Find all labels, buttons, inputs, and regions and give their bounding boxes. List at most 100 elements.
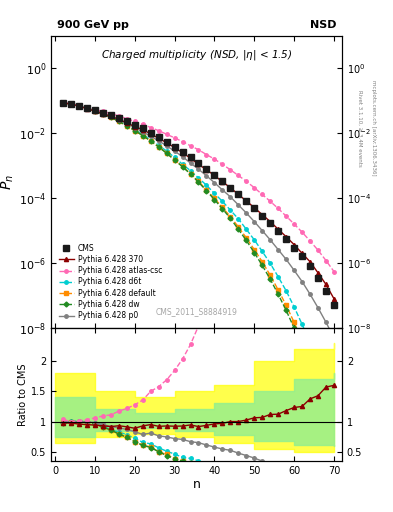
Pythia 6.428 dw [77,102,81,109]
Pythia 6.428 atlas-csc [93,106,97,113]
Pythia 6.428 atlas-csc [77,102,81,109]
X-axis label: n: n [193,478,200,492]
Pythia 6.428 dw [132,127,137,134]
Pythia 6.428 d6t [292,304,296,310]
Pythia 6.428 d6t [148,137,153,143]
Line: Pythia 6.428 default: Pythia 6.428 default [61,101,336,437]
Line: Pythia 6.428 dw: Pythia 6.428 dw [61,102,336,450]
Pythia 6.428 atlas-csc [332,268,336,274]
Pythia 6.428 d6t [276,273,281,280]
Pythia 6.428 d6t [260,248,264,254]
Pythia 6.428 370 [108,113,113,119]
Pythia 6.428 370 [93,108,97,114]
Pythia 6.428 p0 [164,143,169,149]
Pythia 6.428 370 [196,161,201,167]
Pythia 6.428 p0 [316,305,320,311]
Pythia 6.428 dw [172,157,177,163]
Pythia 6.428 d6t [212,190,217,197]
Pythia 6.428 p0 [244,210,249,216]
Pythia 6.428 atlas-csc [61,99,65,105]
Pythia 6.428 d6t [220,198,225,204]
Pythia 6.428 default [164,150,169,156]
Text: 900 GeV pp: 900 GeV pp [57,20,129,30]
Pythia 6.428 atlas-csc [228,167,233,173]
Pythia 6.428 p0 [308,291,312,297]
Pythia 6.428 370 [284,233,288,240]
Pythia 6.428 dw [69,100,73,106]
Pythia 6.428 370 [244,198,249,204]
Pythia 6.428 default [212,196,217,202]
Pythia 6.428 p0 [132,124,137,131]
Pythia 6.428 370 [212,173,217,179]
Pythia 6.428 dw [148,138,153,144]
Pythia 6.428 370 [77,103,81,109]
Pythia 6.428 atlas-csc [300,229,305,235]
Pythia 6.428 atlas-csc [212,156,217,162]
Pythia 6.428 p0 [204,173,209,179]
Pythia 6.428 d6t [132,126,137,133]
Pythia 6.428 atlas-csc [260,191,264,198]
Pythia 6.428 dw [61,100,65,106]
Pythia 6.428 dw [93,108,97,114]
Pythia 6.428 370 [116,116,121,122]
Pythia 6.428 370 [140,126,145,133]
Pythia 6.428 370 [69,101,73,107]
Pythia 6.428 p0 [172,148,177,154]
Pythia 6.428 default [332,432,336,438]
Line: Pythia 6.428 p0: Pythia 6.428 p0 [61,101,336,339]
Pythia 6.428 d6t [172,154,177,160]
Pythia 6.428 p0 [125,120,129,126]
Pythia 6.428 dw [252,249,257,255]
Pythia 6.428 atlas-csc [132,118,137,124]
Pythia 6.428 370 [61,100,65,106]
Pythia 6.428 atlas-csc [252,185,257,191]
Pythia 6.428 p0 [188,160,193,166]
Pythia 6.428 default [308,357,312,364]
Pythia 6.428 atlas-csc [116,113,121,119]
Text: Charged multiplicity (NSD, |$\eta$| < 1.5): Charged multiplicity (NSD, |$\eta$| < 1.… [101,48,292,61]
Text: Rivet 3.1.10, ≥ 3.4M events: Rivet 3.1.10, ≥ 3.4M events [358,90,363,166]
Pythia 6.428 default [180,163,185,169]
Pythia 6.428 d6t [140,132,145,138]
Pythia 6.428 p0 [236,202,241,208]
Pythia 6.428 dw [284,307,288,313]
Pythia 6.428 default [292,319,296,325]
Pythia 6.428 dw [164,151,169,157]
Pythia 6.428 atlas-csc [148,124,153,131]
Pythia 6.428 default [101,111,105,117]
Pythia 6.428 default [148,138,153,144]
Pythia 6.428 atlas-csc [172,135,177,141]
Pythia 6.428 atlas-csc [108,111,113,117]
Pythia 6.428 370 [101,111,105,117]
Pythia 6.428 p0 [252,219,257,225]
Pythia 6.428 atlas-csc [84,104,89,111]
Pythia 6.428 default [196,178,201,184]
Pythia 6.428 dw [316,390,320,396]
Pythia 6.428 370 [252,205,257,211]
Pythia 6.428 default [276,287,281,293]
Pythia 6.428 atlas-csc [284,213,288,219]
Pythia 6.428 370 [204,167,209,173]
Pythia 6.428 default [252,247,257,253]
Pythia 6.428 p0 [212,180,217,186]
Pythia 6.428 d6t [236,216,241,222]
Pythia 6.428 d6t [204,182,209,188]
Pythia 6.428 370 [308,259,312,265]
Pythia 6.428 d6t [93,108,97,114]
Text: CMS_2011_S8884919: CMS_2011_S8884919 [156,307,237,316]
Pythia 6.428 d6t [268,260,273,266]
Pythia 6.428 atlas-csc [164,131,169,137]
Pythia 6.428 p0 [116,117,121,123]
Pythia 6.428 dw [276,291,281,297]
Pythia 6.428 dw [228,215,233,221]
Pythia 6.428 d6t [300,321,305,327]
Pythia 6.428 p0 [61,100,65,106]
Pythia 6.428 dw [116,118,121,124]
Pythia 6.428 d6t [77,102,81,109]
Pythia 6.428 370 [236,191,241,198]
Pythia 6.428 p0 [332,335,336,341]
Pythia 6.428 370 [260,211,264,218]
Pythia 6.428 p0 [148,133,153,139]
Pythia 6.428 370 [172,144,177,151]
Pythia 6.428 dw [140,133,145,139]
